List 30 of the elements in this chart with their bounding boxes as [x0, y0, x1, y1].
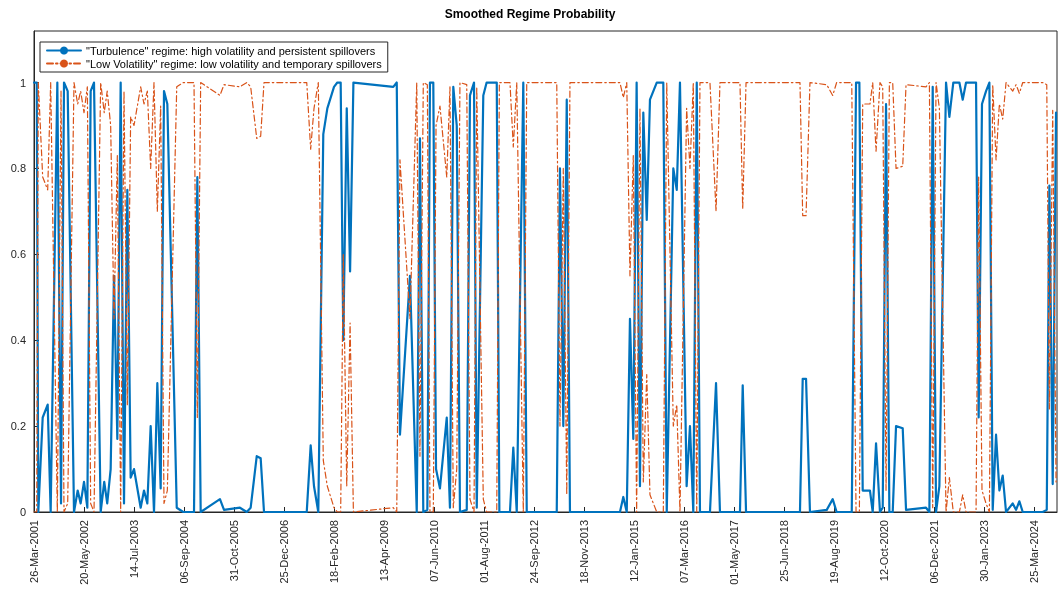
x-tick-label: 25-Dec-2006: [278, 520, 291, 584]
x-tick-label: 12-Oct-2020: [878, 520, 891, 582]
x-tick-label: 26-Mar-2001: [28, 520, 40, 583]
x-tick-label: 14-Jul-2003: [128, 520, 140, 579]
x-tick-label: 07-Jun-2010: [428, 520, 441, 582]
x-tick-label: 13-Apr-2009: [378, 520, 391, 582]
x-tick-label: 06-Sep-2004: [178, 520, 190, 584]
y-tick-label: 0.8: [10, 162, 26, 175]
x-tick-label: 24-Sep-2012: [528, 520, 541, 584]
legend-label: "Turbulence" regime: high volatility and persistent spillovers: [86, 44, 376, 57]
chart-title: Smoothed Regime Probability: [444, 7, 616, 21]
x-tick-label: 25-Mar-2024: [1028, 520, 1041, 583]
legend-label: "Low Volatility" regime: low volatility and temporary spillovers: [86, 57, 383, 70]
y-tick-label: 1: [19, 76, 26, 89]
x-tick-label: 30-Jan-2023: [978, 520, 991, 582]
y-tick-label: 0.6: [10, 248, 26, 261]
x-tick-label: 18-Feb-2008: [328, 520, 341, 583]
y-tick-label: 0.2: [10, 420, 26, 433]
y-tick-label: 0: [19, 506, 26, 518]
x-tick-label: 06-Dec-2021: [928, 520, 941, 584]
x-tick-label: 01-Aug-2011: [478, 520, 491, 583]
x-tick-label: 12-Jan-2015: [628, 520, 641, 582]
x-tick-label: 20-May-2002: [78, 520, 90, 585]
x-tick-label: 07-Mar-2016: [678, 520, 691, 583]
x-tick-label: 01-May-2017: [728, 520, 741, 585]
x-tick-label: 25-Jun-2018: [778, 520, 791, 582]
x-tick-label: 19-Aug-2019: [828, 520, 841, 584]
y-tick-label: 0.4: [10, 334, 26, 347]
x-tick-label: 18-Nov-2013: [578, 520, 591, 584]
x-tick-label: 31-Oct-2005: [228, 520, 240, 582]
